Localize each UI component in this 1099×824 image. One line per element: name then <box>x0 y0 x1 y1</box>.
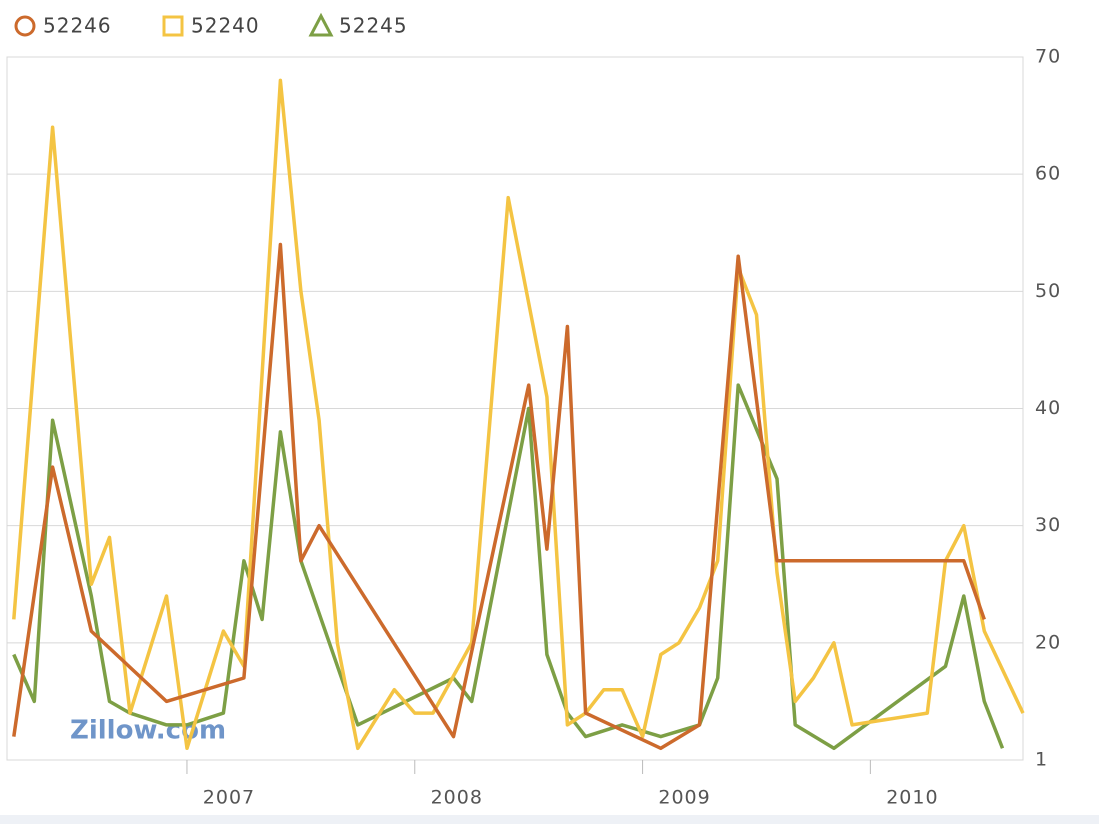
footer-strip <box>0 815 1099 824</box>
series-line <box>12 242 986 751</box>
y-tick-label: 30 <box>1035 514 1061 536</box>
y-tick-label: 50 <box>1035 280 1061 302</box>
x-tick-label: 2008 <box>431 787 483 809</box>
y-tick-label: 20 <box>1035 631 1061 653</box>
x-tick-label: 2009 <box>658 787 710 809</box>
y-tick-label: 40 <box>1035 397 1061 419</box>
y-tick-label: 1 <box>1035 749 1048 771</box>
legend: 52246 52240 52245 <box>14 12 408 38</box>
x-tick-label: 2010 <box>886 787 938 809</box>
y-tick-label: 60 <box>1035 163 1061 185</box>
legend-marker <box>14 15 36 37</box>
y-tick-label: 70 <box>1035 46 1061 68</box>
legend-label: 52240 <box>191 14 260 38</box>
legend-marker <box>162 15 184 37</box>
legend-marker <box>308 12 334 37</box>
x-tick-label: 2007 <box>203 787 255 809</box>
legend-label: 52245 <box>339 14 408 38</box>
series-line <box>12 78 1025 751</box>
legend-label: 52246 <box>43 14 112 38</box>
